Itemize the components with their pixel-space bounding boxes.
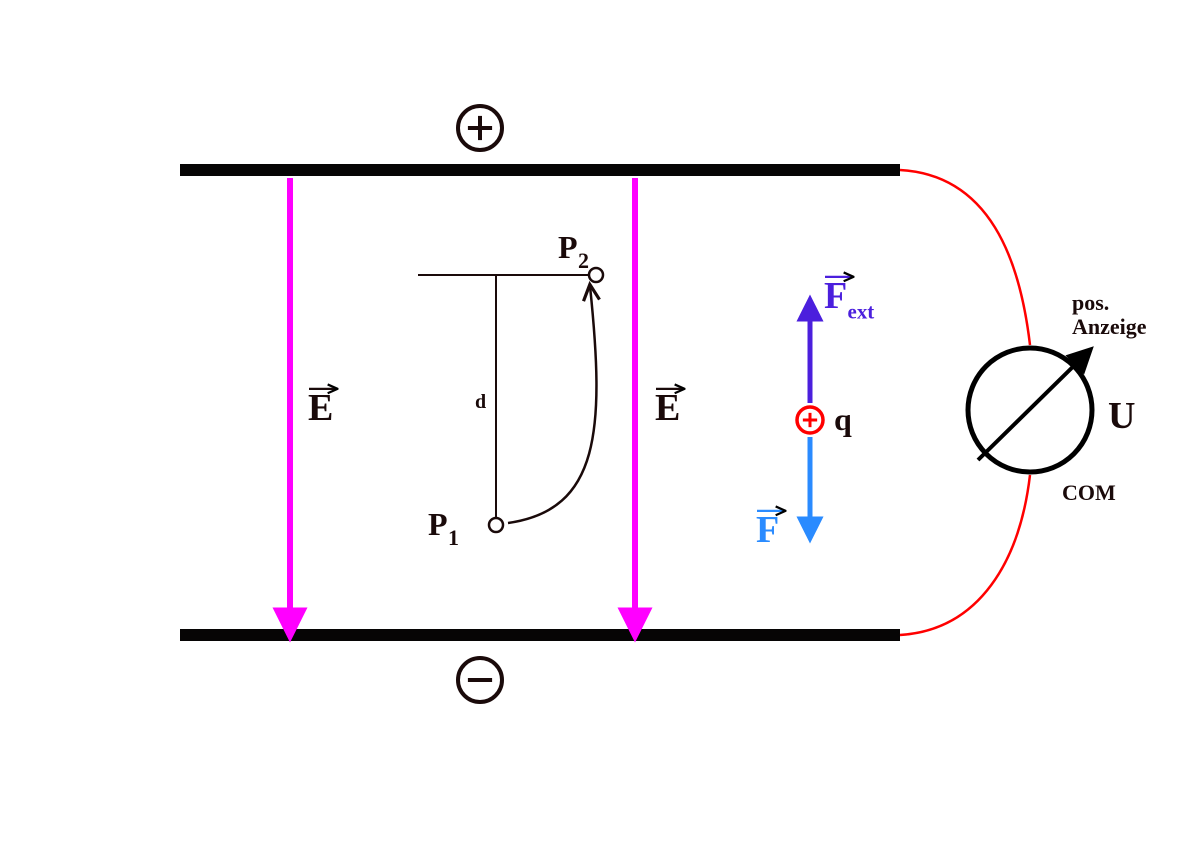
force-vectors: FextF (756, 275, 874, 551)
svg-text:2: 2 (578, 248, 589, 273)
svg-text:F: F (824, 275, 847, 317)
svg-text:F: F (756, 509, 779, 551)
svg-text:COM: COM (1062, 480, 1116, 505)
svg-text:1: 1 (448, 525, 459, 550)
svg-text:U: U (1108, 395, 1135, 437)
svg-text:q: q (834, 401, 852, 437)
wire-bottom (900, 475, 1030, 635)
voltmeter: Upos.Anzeige COM (968, 290, 1147, 505)
svg-text:P: P (558, 229, 578, 265)
path-p1-p2 (508, 286, 596, 523)
svg-text:P: P (428, 506, 448, 542)
points: P1P2 (428, 229, 603, 550)
minus-terminal-icon (458, 658, 502, 702)
physics-diagram: EE d P1P2 q FextF Upos.AnzeigeCOM (0, 0, 1186, 858)
svg-text:Anzeige: Anzeige (1072, 314, 1147, 339)
svg-text:E: E (655, 387, 680, 429)
e-field-arrows (290, 178, 635, 625)
svg-text:ext: ext (848, 300, 875, 324)
wire-top (900, 170, 1030, 345)
distance-bracket: d (418, 275, 596, 525)
svg-text:d: d (475, 391, 486, 413)
plus-terminal-icon (458, 106, 502, 150)
svg-text:pos.: pos. (1072, 290, 1109, 315)
svg-text:E: E (308, 387, 333, 429)
test-charge: q (797, 401, 852, 437)
